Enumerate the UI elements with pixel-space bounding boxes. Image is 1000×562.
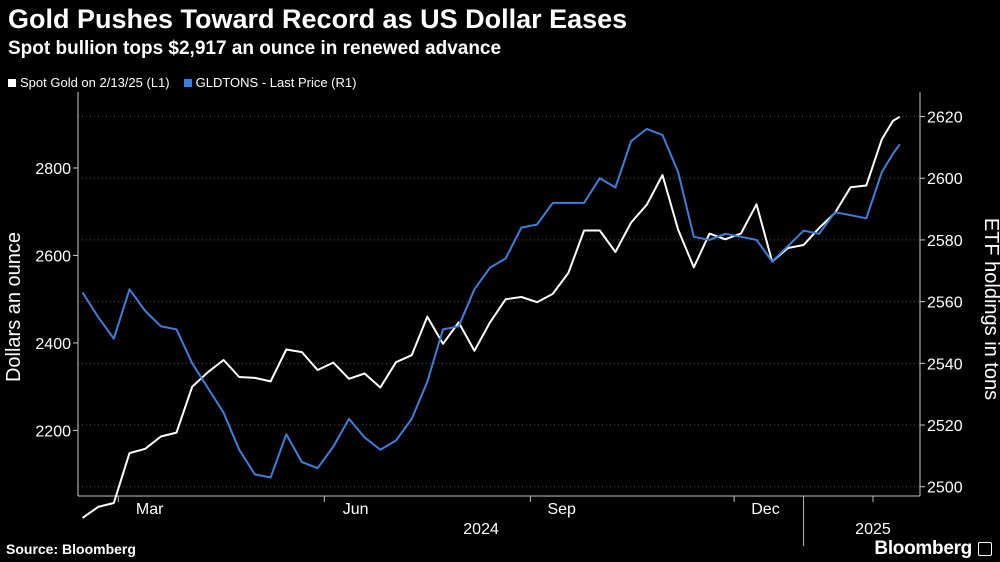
x-year-label-2025: 2025: [855, 521, 891, 538]
right-tick-label: 2540: [927, 356, 963, 373]
x-tick-label-dec: Dec: [751, 501, 779, 518]
left-tick-label: 2600: [35, 248, 71, 265]
left-tick-label: 2400: [35, 336, 71, 353]
right-axis-title: ETF holdings in tons: [980, 218, 1000, 400]
legend-label-spot-gold: Spot Gold on 2/13/25 (L1): [20, 75, 170, 90]
source-note: Source: Bloomberg: [6, 541, 136, 557]
brand-mark-icon: [978, 542, 992, 556]
legend-item-spot-gold: Spot Gold on 2/13/25 (L1): [8, 75, 170, 90]
legend-swatch-spot-gold: [8, 78, 16, 87]
x-year-label-2024: 2024: [463, 521, 499, 538]
right-tick-label: 2500: [927, 480, 963, 497]
left-tick-label: 2200: [35, 423, 71, 440]
legend: Spot Gold on 2/13/25 (L1) GLDTONS - Last…: [8, 75, 356, 90]
x-tick-label-jun: Jun: [343, 501, 369, 518]
series-line-gldtons: [81, 127, 901, 479]
x-tick-label-mar: Mar: [136, 501, 164, 518]
x-tick-label-sep: Sep: [547, 501, 576, 518]
chart-title: Gold Pushes Toward Record as US Dollar E…: [8, 4, 628, 34]
right-tick-label: 2620: [927, 110, 963, 127]
right-tick-label: 2520: [927, 418, 963, 435]
left-tick-label: 2800: [35, 161, 71, 178]
chart-subtitle: Spot bullion tops $2,917 an ounce in ren…: [8, 38, 502, 59]
right-tick-label: 2580: [927, 233, 963, 250]
right-tick-label: 2600: [927, 171, 963, 188]
brand-logo: Bloomberg: [874, 538, 972, 559]
series-line-spot-gold: [81, 115, 901, 519]
left-axis-title: Dollars an ounce: [3, 232, 25, 382]
legend-label-gldtons: GLDTONS - Last Price (R1): [195, 75, 357, 90]
legend-swatch-gldtons: [183, 78, 192, 87]
right-tick-label: 2560: [927, 295, 963, 312]
legend-item-gldtons: GLDTONS - Last Price (R1): [183, 75, 357, 90]
